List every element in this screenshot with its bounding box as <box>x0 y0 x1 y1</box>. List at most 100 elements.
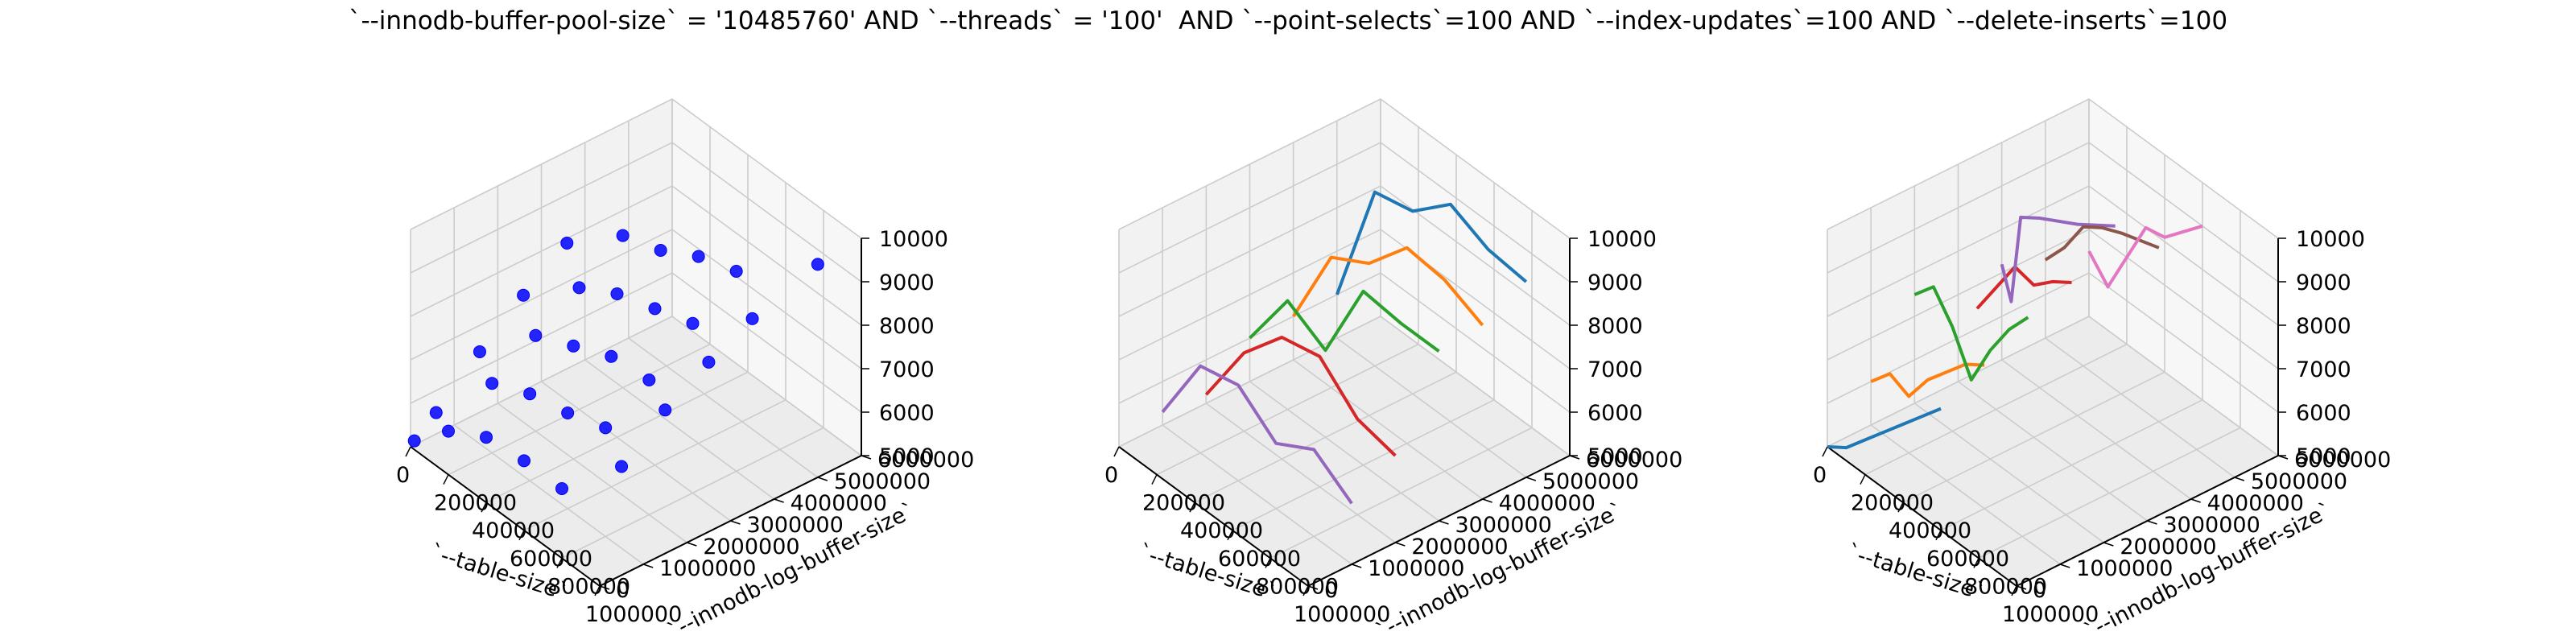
grid-line-z <box>410 185 862 326</box>
x-tick-label: 400000 <box>472 518 555 543</box>
y-tick-label: 3000000 <box>2164 513 2260 538</box>
y-tick-mark <box>1395 542 1406 547</box>
x-tick-label: 800000 <box>547 574 630 599</box>
z-tick-label: 8000 <box>2296 314 2351 339</box>
scatter-point <box>729 265 743 278</box>
subplot-lines-by-table-size: 0200000400000600000800000100000001000000… <box>1813 98 2391 644</box>
grid-line-z <box>410 272 862 413</box>
x-tick-mark <box>1113 446 1120 457</box>
y-tick-label: 5000000 <box>2251 469 2347 494</box>
y-tick-mark <box>1439 520 1449 525</box>
x-tick-mark <box>481 502 487 513</box>
grid-line-z <box>1827 316 2279 456</box>
back-pane <box>1381 99 1570 456</box>
y-tick-mark <box>2016 585 2027 590</box>
scatter-point <box>691 250 705 263</box>
y-tick-mark <box>599 585 610 590</box>
y-tick-label: 4000000 <box>791 491 887 516</box>
y-tick-mark <box>2103 542 2114 547</box>
scatter-point <box>686 316 700 330</box>
scatter-point <box>610 287 624 300</box>
scatter-point <box>605 349 618 363</box>
y-tick-label: 4000000 <box>2207 491 2304 516</box>
z-tick-label: 7000 <box>2296 357 2351 382</box>
z-tick-label: 9000 <box>2296 270 2351 295</box>
y-tick-label: 3000000 <box>1455 513 1552 538</box>
series-line-7 <box>2087 224 2203 289</box>
y-tick-label: 0 <box>2033 578 2046 603</box>
scatter-point <box>407 434 421 448</box>
scatter-point <box>702 355 716 369</box>
y-tick-label: 5000000 <box>1542 469 1639 494</box>
z-tick-label: 7000 <box>1587 357 1643 382</box>
series-line-1 <box>1335 190 1528 295</box>
back-pane <box>672 99 861 456</box>
scatter-points <box>407 229 824 495</box>
z-tick-label: 6000 <box>879 401 935 426</box>
y-tick-mark <box>1351 564 1362 568</box>
z-tick-label: 9000 <box>879 270 935 295</box>
series-line-3 <box>1249 289 1440 353</box>
grid-line-z <box>410 98 862 239</box>
z-tick-label: 7000 <box>879 357 935 382</box>
y-tick-label: 3000000 <box>747 513 844 538</box>
scatter-point <box>518 454 530 468</box>
x-tick-label: 600000 <box>1926 547 2009 572</box>
y-tick-mark <box>642 564 654 568</box>
y-tick-mark <box>687 542 697 547</box>
y-tick-label: 6000000 <box>877 448 974 473</box>
scatter-point <box>572 281 586 295</box>
series-line-5 <box>2000 215 2116 303</box>
z-tick-label: 5000 <box>1587 444 1643 469</box>
x-tick-label: 400000 <box>1180 518 1263 543</box>
z-tick-label: 5000 <box>2296 444 2351 469</box>
z-tick-label: 8000 <box>1587 314 1643 339</box>
x-tick-label: 600000 <box>1218 547 1301 572</box>
y-tick-label: 1000000 <box>1368 556 1464 581</box>
grid-line-z <box>1118 142 1571 283</box>
scatter-point <box>648 302 662 316</box>
y-tick-label: 2000000 <box>1411 535 1508 559</box>
series-line-1 <box>1827 407 1942 450</box>
x-tick-label: 0 <box>396 463 410 488</box>
x-tick-mark <box>1973 558 1979 568</box>
x-tick-label: 800000 <box>1256 574 1339 599</box>
series-line-4 <box>1975 265 2072 310</box>
grid-line-z <box>1118 185 1571 326</box>
x-tick-mark <box>443 474 449 485</box>
y-tick-label: 0 <box>1324 578 1338 603</box>
x-tick-mark <box>1822 446 1828 457</box>
y-tick-mark <box>2147 520 2157 525</box>
scatter-point <box>560 236 574 250</box>
x-tick-label: 600000 <box>510 547 592 572</box>
x-axis-line <box>1118 446 1309 587</box>
x-axis-line <box>410 446 601 587</box>
y-tick-mark <box>774 498 784 503</box>
series-line-2 <box>1291 246 1484 327</box>
scatter-point <box>658 403 672 417</box>
scatter-point <box>480 431 493 444</box>
scatter-point <box>642 374 656 386</box>
x-tick-label: 1000000 <box>2002 602 2099 627</box>
x-tick-label: 1000000 <box>1294 602 1390 627</box>
y-tick-mark <box>1525 477 1537 481</box>
grid-line-z <box>1118 98 1571 239</box>
scatter-point <box>429 406 443 419</box>
y-tick-mark <box>2190 498 2201 503</box>
back-pane <box>2089 99 2278 456</box>
series-line-3 <box>1913 285 2029 382</box>
x-tick-mark <box>1860 474 1866 485</box>
y-tick-label: 2000000 <box>2120 535 2216 559</box>
y-tick-label: 5000000 <box>834 469 931 494</box>
x-tick-mark <box>405 446 411 457</box>
grid-line-z <box>1827 142 2279 283</box>
grid-line-z <box>1827 98 2279 239</box>
x-tick-mark <box>1227 530 1233 541</box>
scatter-point <box>615 460 629 473</box>
z-tick-label: 10000 <box>1587 227 1657 252</box>
y-tick-label: 6000000 <box>1586 448 1682 473</box>
scatter-point <box>523 387 537 401</box>
y-tick-mark <box>2234 477 2245 481</box>
x-tick-mark <box>518 530 525 541</box>
